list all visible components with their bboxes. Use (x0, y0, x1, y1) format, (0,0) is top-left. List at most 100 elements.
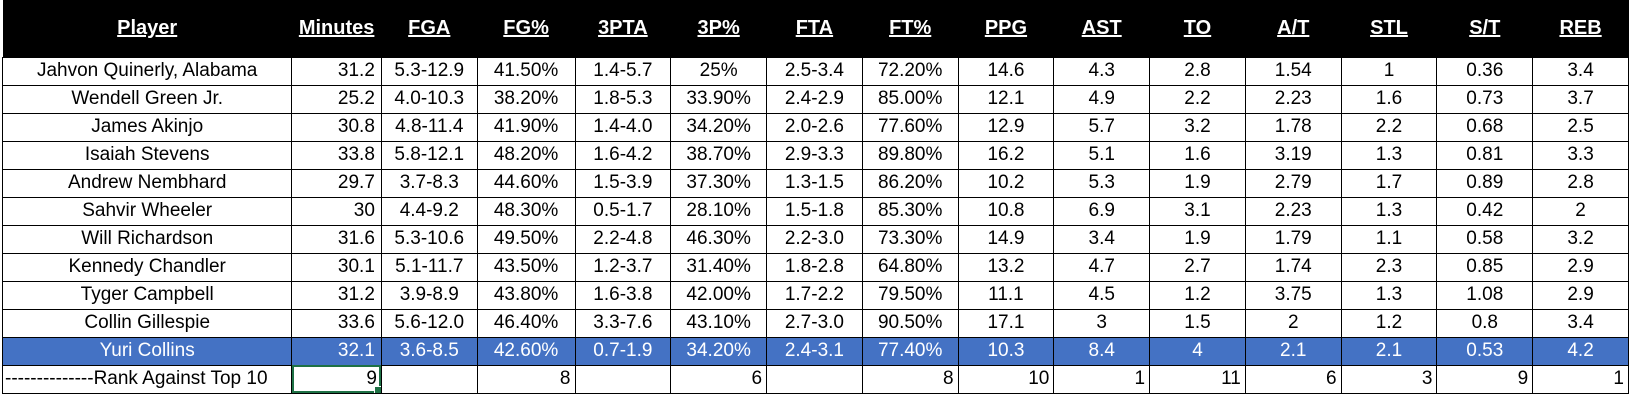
cell-a-t[interactable]: 2 (1244, 308, 1342, 338)
cell-3pta[interactable]: 3.3-7.6 (574, 308, 672, 338)
cell-ft-pct[interactable]: 89.80% (861, 140, 959, 170)
cell-to[interactable]: 2.8 (1149, 56, 1246, 86)
cell-3p-pct[interactable]: 25% (670, 56, 768, 86)
cell-ast[interactable]: 5.1 (1053, 140, 1151, 170)
cell-fg-pct[interactable]: 43.80% (476, 280, 576, 310)
cell-to[interactable]: 1.2 (1149, 280, 1246, 310)
cell-3pta[interactable]: 2.2-4.8 (574, 224, 672, 254)
cell-ft-pct[interactable]: 72.20% (861, 56, 959, 86)
cell-ppg[interactable]: 13.2 (957, 252, 1055, 282)
cell-reb[interactable]: 4.2 (1532, 336, 1629, 366)
cell-fg-pct[interactable]: 44.60% (476, 168, 576, 198)
cell-ppg[interactable]: 14.9 (957, 224, 1055, 254)
cell-minutes[interactable]: 31.2 (291, 56, 382, 86)
cell-fg-pct[interactable]: 49.50% (476, 224, 576, 254)
cell-a-t[interactable]: 3.75 (1244, 280, 1342, 310)
cell-minutes[interactable]: 31.2 (291, 280, 382, 310)
header-fta[interactable]: FTA (766, 0, 863, 57)
cell-to[interactable]: 1.9 (1149, 168, 1246, 198)
cell-to[interactable]: 1.6 (1149, 140, 1246, 170)
rank-3p-pct[interactable]: 6 (670, 364, 768, 394)
rank-fta[interactable] (766, 364, 863, 394)
cell-reb[interactable]: 3.4 (1532, 56, 1629, 86)
cell-fg-pct[interactable]: 48.30% (476, 196, 576, 226)
cell-ft-pct[interactable]: 77.60% (861, 112, 959, 142)
cell-fta[interactable]: 1.7-2.2 (766, 280, 863, 310)
cell-fta[interactable]: 1.5-1.8 (766, 196, 863, 226)
cell-stl[interactable]: 1.3 (1340, 140, 1438, 170)
fill-handle[interactable] (373, 385, 381, 392)
cell-fta[interactable]: 2.5-3.4 (766, 56, 863, 86)
cell-player[interactable]: James Akinjo (1, 112, 293, 142)
header-a-t[interactable]: A/T (1245, 0, 1342, 57)
cell-a-t[interactable]: 1.74 (1244, 252, 1342, 282)
header-stl[interactable]: STL (1341, 0, 1437, 57)
cell-player[interactable]: Collin Gillespie (1, 308, 293, 338)
cell-stl[interactable]: 1.2 (1340, 308, 1438, 338)
cell-reb[interactable]: 2.8 (1532, 168, 1629, 198)
header-fg-pct[interactable]: FG% (477, 0, 575, 57)
cell-s-t[interactable]: 0.73 (1436, 84, 1534, 114)
cell-s-t[interactable]: 0.42 (1436, 196, 1534, 226)
cell-3p-pct[interactable]: 43.10% (670, 308, 768, 338)
cell-fga[interactable]: 5.8-12.1 (380, 140, 478, 170)
cell-player[interactable]: Kennedy Chandler (1, 252, 293, 282)
cell-to[interactable]: 1.5 (1149, 308, 1246, 338)
cell-s-t[interactable]: 0.85 (1436, 252, 1534, 282)
cell-ft-pct[interactable]: 85.30% (861, 196, 959, 226)
cell-ft-pct[interactable]: 77.40% (861, 336, 959, 366)
cell-3pta[interactable]: 1.5-3.9 (574, 168, 672, 198)
cell-stl[interactable]: 1.3 (1340, 196, 1438, 226)
rank-a-t[interactable]: 6 (1244, 364, 1342, 394)
cell-reb[interactable]: 2 (1532, 196, 1629, 226)
cell-s-t[interactable]: 0.81 (1436, 140, 1534, 170)
cell-stl[interactable]: 1 (1340, 56, 1438, 86)
cell-3p-pct[interactable]: 34.20% (670, 112, 768, 142)
cell-reb[interactable]: 3.4 (1532, 308, 1629, 338)
cell-fg-pct[interactable]: 38.20% (476, 84, 576, 114)
cell-reb[interactable]: 3.3 (1532, 140, 1629, 170)
cell-ppg[interactable]: 12.1 (957, 84, 1055, 114)
cell-to[interactable]: 2.2 (1149, 84, 1246, 114)
cell-fg-pct[interactable]: 43.50% (476, 252, 576, 282)
cell-3pta[interactable]: 0.7-1.9 (574, 336, 672, 366)
header-reb[interactable]: REB (1532, 0, 1629, 57)
cell-fg-pct[interactable]: 46.40% (476, 308, 576, 338)
cell-ppg[interactable]: 16.2 (957, 140, 1055, 170)
cell-ast[interactable]: 6.9 (1053, 196, 1151, 226)
rank-to[interactable]: 11 (1149, 364, 1246, 394)
header-to[interactable]: TO (1149, 0, 1246, 57)
cell-3p-pct[interactable]: 31.40% (670, 252, 768, 282)
cell-to[interactable]: 2.7 (1149, 252, 1246, 282)
rank-fg-pct[interactable]: 8 (476, 364, 576, 394)
rank-stl[interactable]: 3 (1340, 364, 1438, 394)
cell-fga[interactable]: 4.4-9.2 (380, 196, 478, 226)
cell-reb[interactable]: 2.9 (1532, 252, 1629, 282)
cell-to[interactable]: 3.1 (1149, 196, 1246, 226)
cell-3pta[interactable]: 1.6-3.8 (574, 280, 672, 310)
cell-minutes[interactable]: 30.1 (291, 252, 382, 282)
cell-fta[interactable]: 1.3-1.5 (766, 168, 863, 198)
rank-ast[interactable]: 1 (1053, 364, 1151, 394)
cell-3pta[interactable]: 0.5-1.7 (574, 196, 672, 226)
cell-player[interactable]: Isaiah Stevens (1, 140, 293, 170)
cell-ast[interactable]: 4.5 (1053, 280, 1151, 310)
cell-3pta[interactable]: 1.2-3.7 (574, 252, 672, 282)
cell-ppg[interactable]: 10.3 (957, 336, 1055, 366)
cell-3p-pct[interactable]: 38.70% (670, 140, 768, 170)
cell-ast[interactable]: 4.3 (1053, 56, 1151, 86)
cell-ppg[interactable]: 14.6 (957, 56, 1055, 86)
cell-minutes[interactable]: 32.1 (291, 336, 382, 366)
cell-player[interactable]: Wendell Green Jr. (1, 84, 293, 114)
rank-label[interactable]: --------------Rank Against Top 10 (1, 364, 293, 394)
cell-fta[interactable]: 2.9-3.3 (766, 140, 863, 170)
cell-ppg[interactable]: 17.1 (957, 308, 1055, 338)
cell-3p-pct[interactable]: 28.10% (670, 196, 768, 226)
cell-fga[interactable]: 5.1-11.7 (380, 252, 478, 282)
cell-ft-pct[interactable]: 90.50% (861, 308, 959, 338)
cell-fta[interactable]: 2.2-3.0 (766, 224, 863, 254)
cell-reb[interactable]: 2.9 (1532, 280, 1629, 310)
cell-fga[interactable]: 3.9-8.9 (380, 280, 478, 310)
cell-fga[interactable]: 5.6-12.0 (380, 308, 478, 338)
cell-fga[interactable]: 5.3-12.9 (380, 56, 478, 86)
